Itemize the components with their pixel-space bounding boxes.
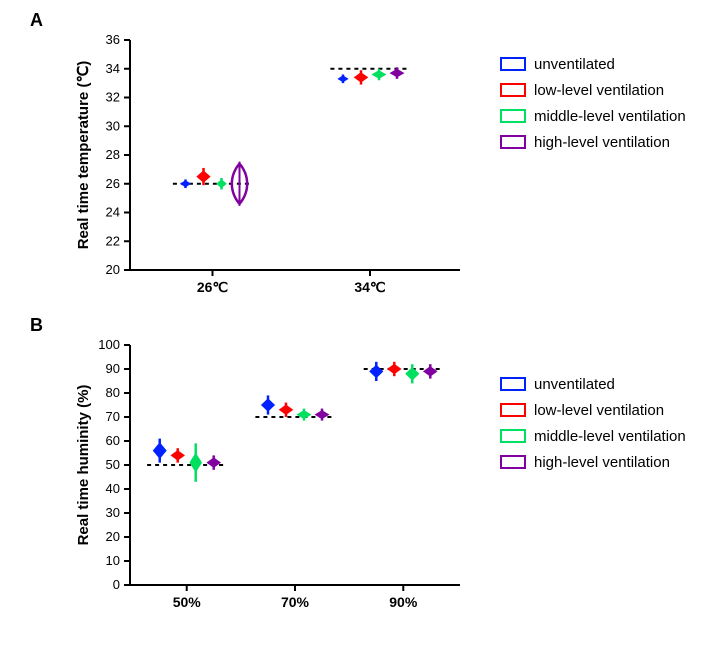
legend-item: middle-level ventilation — [500, 427, 686, 445]
svg-text:20: 20 — [106, 262, 120, 277]
legend-label: low-level ventilation — [534, 402, 664, 419]
legend-label: high-level ventilation — [534, 134, 670, 151]
svg-text:60: 60 — [106, 433, 120, 448]
legend-label: middle-level ventilation — [534, 428, 686, 445]
svg-text:32: 32 — [106, 90, 120, 105]
panel-b-label: B — [30, 315, 43, 336]
panel-a-label: A — [30, 10, 43, 31]
legend-swatch — [500, 377, 526, 391]
svg-text:70%: 70% — [281, 594, 310, 610]
svg-text:Real time huminity (%): Real time huminity (%) — [75, 385, 92, 546]
legend-swatch — [500, 403, 526, 417]
legend-item: low-level ventilation — [500, 401, 686, 419]
svg-text:0: 0 — [113, 577, 120, 592]
svg-text:90%: 90% — [389, 594, 418, 610]
legend-item: low-level ventilation — [500, 81, 686, 99]
svg-text:26: 26 — [106, 176, 120, 191]
legend-label: unventilated — [534, 56, 615, 73]
legend-swatch — [500, 57, 526, 71]
legend-swatch — [500, 109, 526, 123]
legend-item: unventilated — [500, 375, 686, 393]
legend-b: unventilated low-level ventilation middle-… — [500, 375, 686, 479]
svg-text:40: 40 — [106, 481, 120, 496]
chart-temperature: 20 22 24 26 28 30 32 34 36 Real time temperature … — [75, 30, 475, 310]
legend-item: high-level ventilation — [500, 133, 686, 151]
svg-text:34: 34 — [106, 61, 120, 76]
svg-text:24: 24 — [106, 205, 120, 220]
svg-text:22: 22 — [106, 233, 120, 248]
svg-text:Real time temperature (℃): Real time temperature (℃) — [75, 61, 92, 250]
chart-humidity: 0 10 20 30 40 50 60 70 80 90 100 Real time huminity… — [75, 335, 475, 625]
svg-text:20: 20 — [106, 529, 120, 544]
svg-text:70: 70 — [106, 409, 120, 424]
legend-a: unventilated low-level ventilation middle-… — [500, 55, 686, 159]
legend-label: high-level ventilation — [534, 454, 670, 471]
svg-text:90: 90 — [106, 361, 120, 376]
legend-item: unventilated — [500, 55, 686, 73]
legend-label: middle-level ventilation — [534, 108, 686, 125]
svg-text:80: 80 — [106, 385, 120, 400]
svg-text:50: 50 — [106, 457, 120, 472]
legend-item: high-level ventilation — [500, 453, 686, 471]
legend-label: unventilated — [534, 376, 615, 393]
legend-swatch — [500, 429, 526, 443]
legend-label: low-level ventilation — [534, 82, 664, 99]
svg-text:10: 10 — [106, 553, 120, 568]
svg-text:34℃: 34℃ — [354, 279, 386, 295]
chart-a-svg: 20 22 24 26 28 30 32 34 36 Real time temperature … — [75, 30, 475, 310]
chart-b-svg: 0 10 20 30 40 50 60 70 80 90 100 Real time huminity… — [75, 335, 475, 625]
legend-swatch — [500, 135, 526, 149]
legend-item: middle-level ventilation — [500, 107, 686, 125]
svg-text:28: 28 — [106, 147, 120, 162]
svg-text:26℃: 26℃ — [197, 279, 229, 295]
svg-text:100: 100 — [98, 337, 120, 352]
svg-text:50%: 50% — [173, 594, 202, 610]
svg-text:30: 30 — [106, 118, 120, 133]
legend-swatch — [500, 455, 526, 469]
svg-text:36: 36 — [106, 32, 120, 47]
svg-text:30: 30 — [106, 505, 120, 520]
legend-swatch — [500, 83, 526, 97]
